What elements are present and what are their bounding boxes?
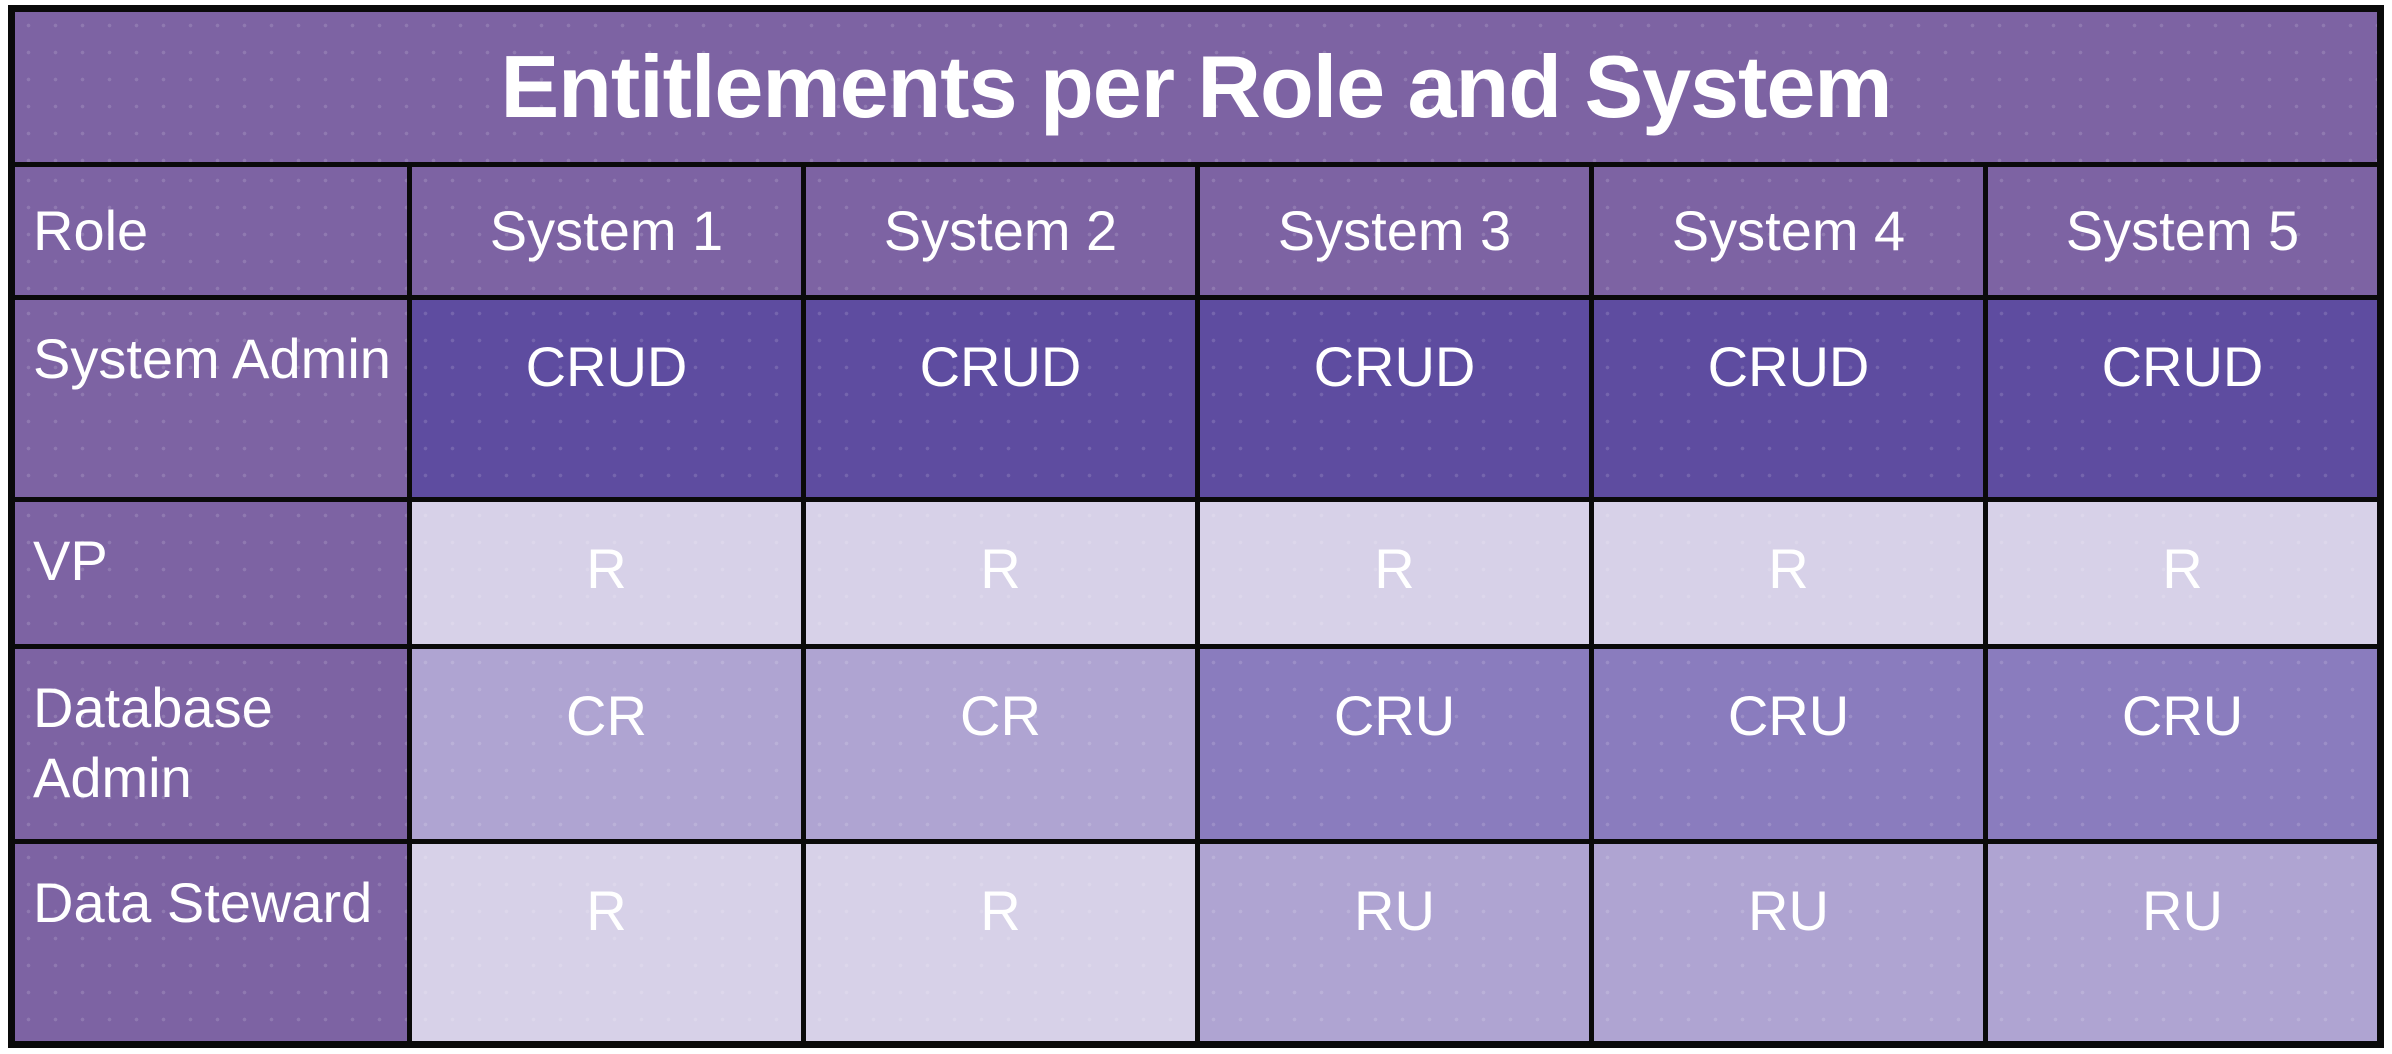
entitlement-cell-data-steward-system-2: R xyxy=(806,844,1195,1041)
entitlements-table: Entitlements per Role and System Role Sy… xyxy=(8,5,2384,1048)
table-title: Entitlements per Role and System xyxy=(15,12,2377,162)
row-label-data-steward: Data Steward xyxy=(15,844,407,1041)
entitlement-cell-database-admin-system-4: CRU xyxy=(1594,649,1983,839)
column-header-system-3: System 3 xyxy=(1200,167,1589,295)
column-header-system-5: System 5 xyxy=(1988,167,2377,295)
entitlement-cell-vp-system-3: R xyxy=(1200,502,1589,644)
entitlement-cell-database-admin-system-1: CR xyxy=(412,649,801,839)
entitlement-cell-data-steward-system-1: R xyxy=(412,844,801,1041)
entitlement-cell-system-admin-system-2: CRUD xyxy=(806,300,1195,497)
entitlement-cell-database-admin-system-2: CR xyxy=(806,649,1195,839)
entitlement-cell-data-steward-system-4: RU xyxy=(1594,844,1983,1041)
column-header-system-1: System 1 xyxy=(412,167,801,295)
entitlement-cell-vp-system-4: R xyxy=(1594,502,1983,644)
row-label-vp: VP xyxy=(15,502,407,644)
column-header-system-4: System 4 xyxy=(1594,167,1983,295)
entitlement-cell-system-admin-system-5: CRUD xyxy=(1988,300,2377,497)
entitlement-cell-database-admin-system-3: CRU xyxy=(1200,649,1589,839)
entitlement-cell-data-steward-system-3: RU xyxy=(1200,844,1589,1041)
entitlement-cell-system-admin-system-3: CRUD xyxy=(1200,300,1589,497)
entitlement-cell-data-steward-system-5: RU xyxy=(1988,844,2377,1041)
entitlement-cell-system-admin-system-1: CRUD xyxy=(412,300,801,497)
entitlement-cell-vp-system-5: R xyxy=(1988,502,2377,644)
row-label-database-admin: Database Admin xyxy=(15,649,407,839)
column-header-system-2: System 2 xyxy=(806,167,1195,295)
entitlement-cell-vp-system-2: R xyxy=(806,502,1195,644)
column-header-role: Role xyxy=(15,167,407,295)
entitlement-cell-vp-system-1: R xyxy=(412,502,801,644)
entitlement-cell-system-admin-system-4: CRUD xyxy=(1594,300,1983,497)
row-label-system-admin: System Admin xyxy=(15,300,407,497)
entitlement-cell-database-admin-system-5: CRU xyxy=(1988,649,2377,839)
